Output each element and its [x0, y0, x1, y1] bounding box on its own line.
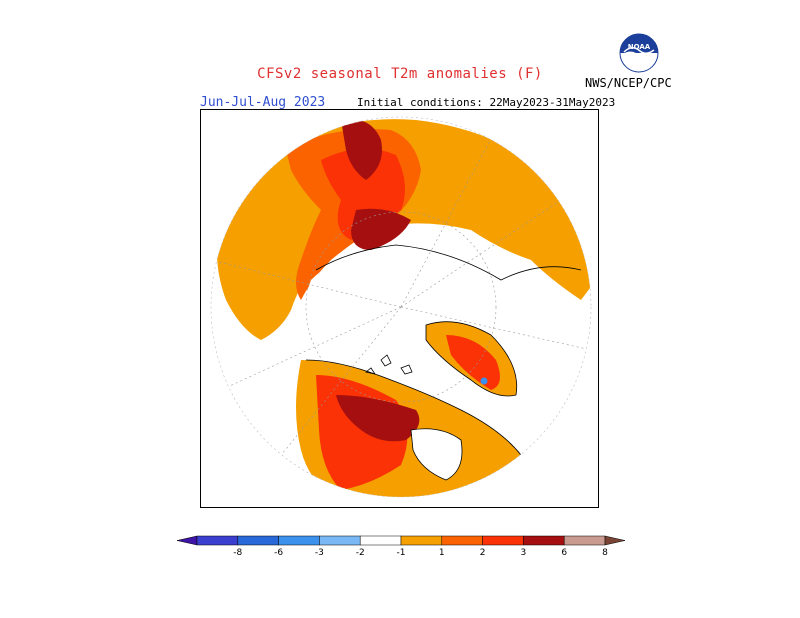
colorbar-bin-4 — [319, 535, 361, 546]
colorbar-tick-label: 8 — [602, 548, 608, 558]
eurasia-max-region — [341, 119, 411, 251]
polar-map — [200, 109, 599, 508]
colorbar-tick-label: -1 — [397, 548, 406, 558]
chart-title: CFSv2 seasonal T2m anomalies (F) — [257, 66, 543, 82]
colorbar-bin-1 — [196, 535, 239, 546]
colorbar-bin-0 — [176, 535, 198, 546]
coastlines — [305, 244, 582, 481]
noaa-logo-text: NOAA — [628, 43, 651, 51]
colorbar-tick-label: -3 — [315, 548, 324, 558]
colorbar-bin-9 — [523, 535, 565, 546]
colorbar-bin-5 — [359, 535, 402, 546]
colorbar-tick-label: -8 — [233, 548, 242, 558]
colorbar-tick-label: 2 — [480, 548, 486, 558]
colorbar-bin-6 — [400, 535, 443, 546]
anomaly-map — [210, 116, 592, 498]
season-label: Jun-Jul-Aug 2023 — [200, 95, 326, 110]
colorbar-bin-8 — [482, 535, 524, 546]
agency-label: NWS/NCEP/CPC — [585, 76, 672, 90]
colorbar-bin-3 — [278, 535, 320, 546]
colorbar-bin-10 — [563, 535, 606, 546]
initial-conditions-label: Initial conditions: 22May2023-31May2023 — [357, 96, 616, 109]
colorbar-tick-label: 6 — [561, 548, 567, 558]
colorbar-tick-label: -6 — [274, 548, 283, 558]
colorbar-tick-label: 3 — [521, 548, 527, 558]
colorbar-tick-label: 1 — [439, 548, 445, 558]
colorbar: -8 -6 -3 -2 -1 1 2 3 6 8 — [176, 535, 626, 558]
colorbar-bin-7 — [441, 535, 483, 546]
greenland-hot — [446, 335, 500, 390]
noaa-logo: NOAA — [619, 33, 659, 73]
north-america-max — [336, 395, 420, 442]
colorbar-bin-2 — [237, 535, 279, 546]
hudson-bay — [411, 428, 462, 480]
greenland-cool-spot — [480, 377, 488, 385]
graticule — [211, 119, 591, 481]
colorbar-bin-11 — [604, 535, 626, 546]
colorbar-tick-label: -2 — [356, 548, 365, 558]
